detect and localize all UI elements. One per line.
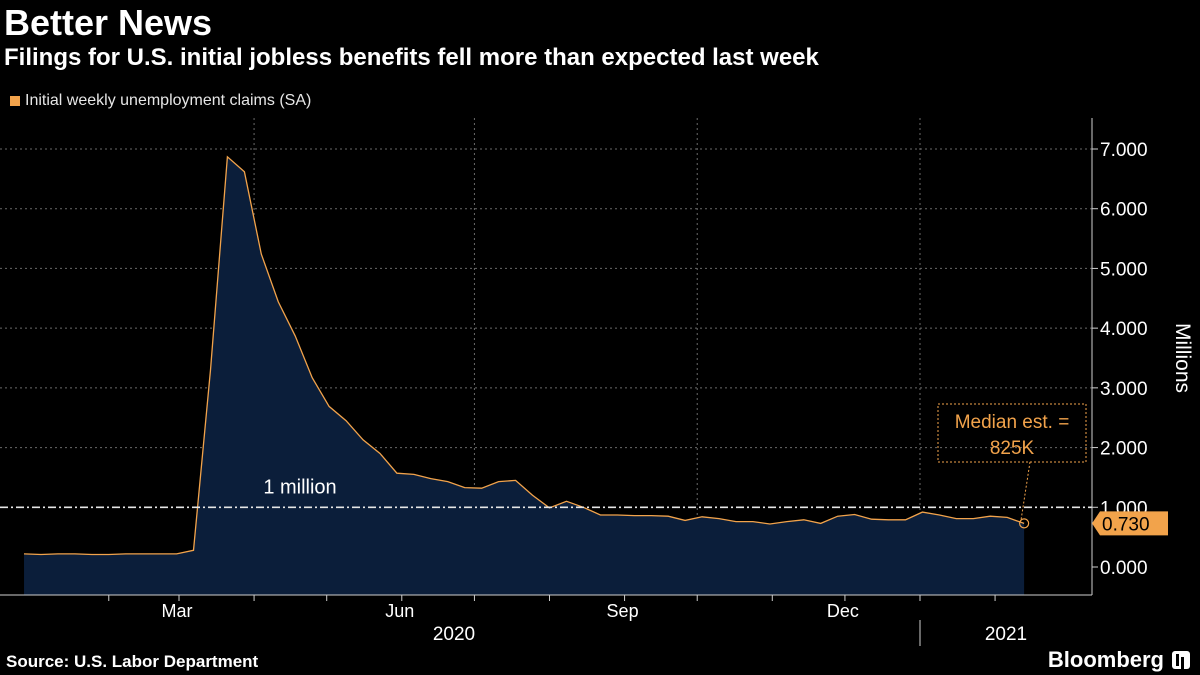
annotation-text-line2: 825K bbox=[990, 438, 1035, 459]
brand-name: Bloomberg bbox=[1047, 647, 1164, 672]
last-value-badge bbox=[1092, 511, 1168, 536]
legend: Initial weekly unemployment claims (SA) bbox=[10, 92, 311, 110]
y-tick-label: 7.000 bbox=[1100, 140, 1148, 161]
legend-swatch bbox=[10, 96, 20, 106]
chart-subtitle: Filings for U.S. initial jobless benefit… bbox=[4, 44, 819, 71]
x-tick-label: Sep bbox=[607, 601, 639, 621]
reference-label: 1 million bbox=[263, 476, 336, 498]
bloomberg-terminal-icon bbox=[1172, 651, 1190, 669]
claims-area bbox=[24, 156, 1025, 596]
annotation-leader bbox=[1020, 461, 1031, 520]
y-tick-label: 2.000 bbox=[1100, 439, 1148, 460]
y-tick-label: 5.000 bbox=[1100, 259, 1148, 280]
x-tick-label: Dec bbox=[827, 601, 859, 621]
y-tick-label: 4.000 bbox=[1100, 319, 1148, 340]
x-tick-label: Jun bbox=[385, 601, 414, 621]
last-value-label: 0.730 bbox=[1102, 514, 1150, 535]
legend-label: Initial weekly unemployment claims (SA) bbox=[25, 92, 312, 109]
chart-title: Better News bbox=[4, 2, 213, 43]
claims-line bbox=[23, 155, 1025, 556]
x-tick-label: Mar bbox=[162, 601, 193, 621]
year-label: 2020 bbox=[433, 624, 475, 645]
last-value-marker bbox=[1019, 518, 1030, 529]
y-tick-label: 6.000 bbox=[1100, 200, 1148, 221]
annotation-text-line1: Median est. = bbox=[955, 412, 1070, 433]
y-axis-label: Millions bbox=[1171, 323, 1194, 393]
y-tick-label: 0.000 bbox=[1100, 558, 1148, 579]
annotation-box bbox=[937, 403, 1087, 463]
source-note: Source: U.S. Labor Department bbox=[6, 652, 259, 671]
brand-logo: Bloomberg bbox=[1048, 647, 1190, 673]
y-tick-label: 3.000 bbox=[1100, 379, 1148, 400]
year-label: 2021 bbox=[985, 624, 1027, 645]
